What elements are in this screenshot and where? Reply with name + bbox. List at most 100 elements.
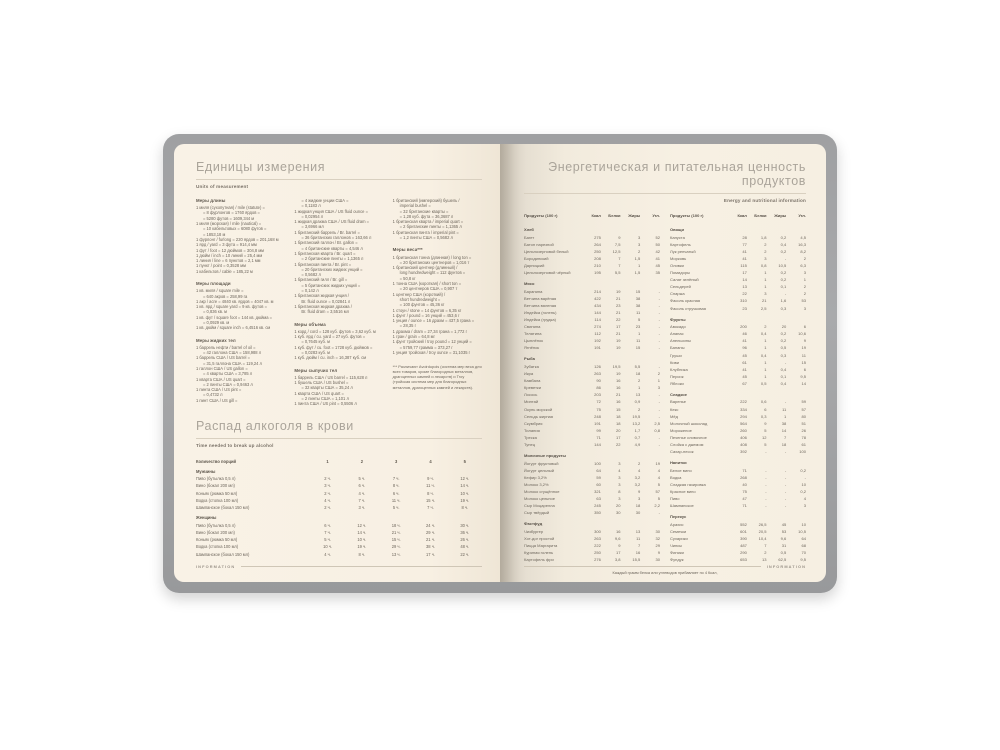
table-row: Лук репчатый 41 2 0,2 8,2 — [670, 248, 806, 255]
nutrition-product-label: Ягнёнок — [524, 345, 540, 351]
alcohol-hours-cell: 18 ч. — [391, 522, 401, 528]
nutrition-value-cell: 10,6 — [798, 331, 806, 337]
nutrition-section-row: Овощи — [670, 227, 684, 233]
nutrition-value-cell: 16 — [635, 550, 641, 556]
nutrition-value-cell: 19 — [616, 345, 621, 351]
measurement-line: 1 жидкая драхма США / US fluid dram = — [294, 219, 370, 225]
nutrition-product-label: Шампанское — [670, 503, 694, 509]
nutrition-value-cell: 0,2 — [780, 234, 787, 240]
nutrition-value-cell: 17 — [742, 270, 747, 276]
table-row: Яблоки 67 0,5 0,4 14 — [670, 380, 806, 387]
nutrition-value-cell: 20 — [616, 503, 621, 509]
measurement-line: = 2 пинты США = 1,101 л — [301, 395, 349, 401]
alcohol-hours-cell: 4 ч. — [324, 497, 331, 503]
nutrition-value-cell: 5,5 — [614, 270, 621, 276]
measurement-line: = 2 британские пинты = 1,1365 л — [301, 256, 364, 262]
nutrition-value-cell: - — [784, 481, 787, 487]
nutrition-value-cell: 7 — [638, 543, 641, 549]
measurement-line: 1 баррель США / US barrel = — [196, 355, 250, 361]
nutrition-value-cell: 14 — [801, 380, 806, 386]
nutrition-value-cell: 334 — [740, 406, 747, 412]
nutrition-product-label: Сухарики — [670, 535, 688, 541]
nutrition-product-label: Зубатка — [524, 364, 539, 369]
nutrition-product-label: Фасоль красная — [670, 298, 701, 304]
measurement-line: = 640 акров = 258,99 га — [203, 293, 248, 299]
nutrition-value-cell: 20,5 — [758, 528, 767, 534]
nutrition-value-cell: - — [658, 413, 660, 419]
nutrition-value-cell: 248 — [594, 413, 601, 419]
nutrition-value-cell: 16,3 — [798, 241, 806, 247]
nutrition-product-label: Икра — [524, 371, 534, 377]
measurement-line: 1 пинт США / US gill = — [196, 397, 238, 403]
nutrition-product-label: Кекс — [670, 406, 679, 412]
nutrition-product-label: Варенье — [670, 399, 687, 405]
table-row: Молоко 3,2% 60 3 3,2 5 — [524, 481, 660, 488]
nutrition-value-cell: 15 — [635, 345, 641, 351]
nutrition-value-cell: 53 — [801, 298, 806, 304]
table-row: Индейка (голень) 144 21 11 - — [524, 309, 660, 316]
alcohol-hours-cell: 9 ч. — [427, 476, 434, 482]
nutrition-product-label: Ананас — [670, 331, 684, 337]
nutrition-value-cell: - — [658, 288, 660, 294]
alcohol-section-row: Женщины — [196, 515, 217, 521]
nutrition-product-label: Молоко цельное — [524, 496, 556, 502]
nutrition-product-label: Индейка (голень) — [524, 309, 557, 315]
alcohol-hours-cell: 7 ч. — [358, 497, 366, 503]
alcohol-hours-cell: 26 ч. — [460, 537, 470, 543]
nutrition-value-cell: 300 — [594, 528, 601, 534]
page-title: Единицы измерения — [196, 160, 482, 180]
table-row: Ветчина варёная 422 21 38 - — [524, 295, 660, 302]
measurement-line: 1 баррель США / US barrel = 115,628 л — [294, 374, 368, 380]
measurement-line: = 0,0283 куб. м — [301, 349, 330, 355]
nutrition-value-cell: 0,2 — [800, 467, 806, 473]
measurement-line: = 0,1183 л — [301, 203, 321, 209]
nutrition-value-cell: 2,5 — [654, 420, 660, 426]
nutrition-value-cell: 11 — [636, 338, 641, 344]
nutrition-product-label: Сыр Моцарелла — [524, 503, 555, 509]
nutrition-value-cell: 45 — [655, 262, 660, 268]
table-row: Молочный шоколад 564 9 38 51 — [670, 420, 806, 427]
nutrition-header-product: Продукты (100 г) — [670, 213, 704, 219]
measurement-line: 1 куб. ярд / cu. yard = 27 куб. футов = — [294, 334, 366, 340]
nutrition-value-cell: 1 — [764, 270, 767, 276]
nutrition-value-cell: 45 — [742, 373, 747, 379]
nutrition-value-cell: 392 — [740, 449, 747, 455]
nutrition-value-cell: 191 — [594, 420, 601, 426]
nutrition-value-cell: 100 — [799, 449, 806, 455]
table-row: Молоко сгущённое 321 8 9 57 — [524, 488, 660, 495]
table-row: Бородинский 208 7 1,5 41 — [524, 255, 660, 262]
table-row: Морковь 41 3 - 2 — [670, 255, 806, 262]
nutrition-value-cell: 245 — [594, 503, 601, 509]
table-row: Скумбрия 191 18 13,2 2,5 — [524, 420, 660, 427]
nutrition-value-cell: 2 — [764, 241, 767, 247]
nutrition-value-cell: 203 — [594, 392, 601, 398]
nutrition-value-cell: - — [765, 496, 767, 502]
nutrition-value-cell: 126 — [594, 364, 601, 369]
nutrition-value-cell: 72 — [596, 399, 601, 405]
footer-rule — [524, 566, 761, 567]
nutrition-value-cell: 2,2 — [654, 503, 660, 509]
table-row: Ананас 46 0,4 0,2 10,6 — [670, 330, 806, 337]
nutrition-product-label: Мороженое — [670, 427, 692, 433]
nutrition-header-col: Ккал — [737, 213, 747, 219]
nutrition-value-cell: - — [784, 489, 787, 494]
measurement-line: = 20 центнеров США = 0,907 т — [399, 286, 458, 292]
nutrition-value-cell: 1 — [764, 373, 767, 379]
nutrition-value-cell: - — [765, 467, 767, 473]
measurement-group-title: Меры объема — [294, 321, 326, 327]
alcohol-drink-label: Коньяк (рюмка 50 мл) — [196, 537, 238, 543]
nutrition-value-cell: 653 — [740, 557, 747, 563]
alcohol-hours-cell: 5 ч. — [324, 537, 331, 543]
nutrition-value-cell: 1,5 — [634, 255, 641, 261]
table-row: Картофель фри 276 3,8 15,5 30 — [524, 556, 660, 563]
measurement-line: short hundredweight = — [399, 296, 441, 302]
table-row: Сыр Моцарелла 245 20 18 2,2 — [524, 502, 660, 509]
nutrition-value-cell: 13 — [635, 528, 641, 534]
nutrition-value-cell: 290 — [740, 550, 747, 556]
nutrition-title: Энергетическая и питательная ценность пр… — [524, 160, 806, 194]
nutrition-value-cell: 38 — [635, 295, 641, 301]
nutrition-product-label: Ветчина варёная — [524, 295, 557, 301]
measurement-line: 1 миля (сухопутная) / mile (statute) = — [196, 205, 265, 211]
nutrition-value-cell: 263 — [594, 371, 601, 377]
nutrition-value-cell: 3 — [638, 496, 641, 502]
